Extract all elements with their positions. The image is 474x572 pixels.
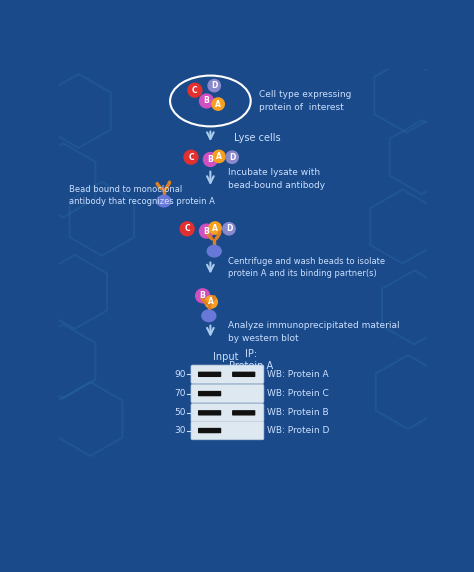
FancyBboxPatch shape (191, 404, 264, 422)
Text: Bead bound to monoclonal
antibody that recognizes protein A: Bead bound to monoclonal antibody that r… (69, 185, 214, 206)
FancyBboxPatch shape (198, 372, 221, 377)
Text: D: D (229, 153, 235, 162)
Circle shape (200, 94, 213, 108)
Text: A: A (216, 152, 222, 161)
Text: 70: 70 (174, 389, 186, 398)
Text: C: C (192, 86, 198, 95)
FancyBboxPatch shape (198, 410, 221, 415)
Text: WB: Protein C: WB: Protein C (267, 389, 328, 398)
Text: 50: 50 (174, 408, 186, 418)
Circle shape (209, 222, 221, 234)
Ellipse shape (207, 245, 221, 257)
Text: B: B (204, 97, 210, 105)
Text: Cell type expressing
protein of  interest: Cell type expressing protein of interest (259, 90, 352, 112)
Text: D: D (211, 81, 218, 90)
Circle shape (180, 222, 194, 236)
Circle shape (226, 151, 238, 164)
Circle shape (184, 150, 198, 164)
Circle shape (208, 80, 220, 92)
Text: 90: 90 (174, 370, 186, 379)
FancyBboxPatch shape (232, 372, 255, 377)
Text: Analyze immunoprecipitated material
by western blot: Analyze immunoprecipitated material by w… (228, 321, 400, 343)
Ellipse shape (202, 310, 216, 321)
Text: C: C (184, 224, 190, 233)
Text: IP:
Protein A: IP: Protein A (229, 349, 273, 371)
Circle shape (188, 84, 202, 97)
Text: WB: Protein D: WB: Protein D (267, 426, 329, 435)
Circle shape (213, 150, 225, 162)
Circle shape (203, 153, 218, 166)
Text: A: A (212, 224, 218, 233)
Text: Input: Input (213, 352, 238, 362)
Text: B: B (208, 155, 213, 164)
FancyBboxPatch shape (232, 410, 255, 415)
Circle shape (196, 289, 210, 303)
FancyBboxPatch shape (191, 422, 264, 440)
FancyBboxPatch shape (198, 391, 221, 396)
Circle shape (223, 223, 235, 235)
Text: 30: 30 (174, 426, 186, 435)
Circle shape (212, 98, 224, 110)
Text: Centrifuge and wash beads to isolate
protein A and its binding partner(s): Centrifuge and wash beads to isolate pro… (228, 257, 385, 278)
FancyBboxPatch shape (191, 384, 264, 403)
FancyBboxPatch shape (191, 365, 264, 384)
Text: A: A (215, 100, 221, 109)
Text: C: C (188, 153, 194, 162)
Ellipse shape (157, 195, 171, 207)
Text: Lyse cells: Lyse cells (234, 133, 280, 143)
Text: B: B (204, 227, 210, 236)
FancyBboxPatch shape (198, 428, 221, 433)
Text: WB: Protein B: WB: Protein B (267, 408, 328, 418)
Text: B: B (200, 291, 206, 300)
Circle shape (205, 296, 218, 308)
Circle shape (200, 224, 213, 238)
Text: WB: Protein A: WB: Protein A (267, 370, 328, 379)
Text: A: A (208, 297, 214, 307)
Text: Incubate lysate with
bead-bound antibody: Incubate lysate with bead-bound antibody (228, 168, 325, 189)
Text: D: D (226, 224, 232, 233)
